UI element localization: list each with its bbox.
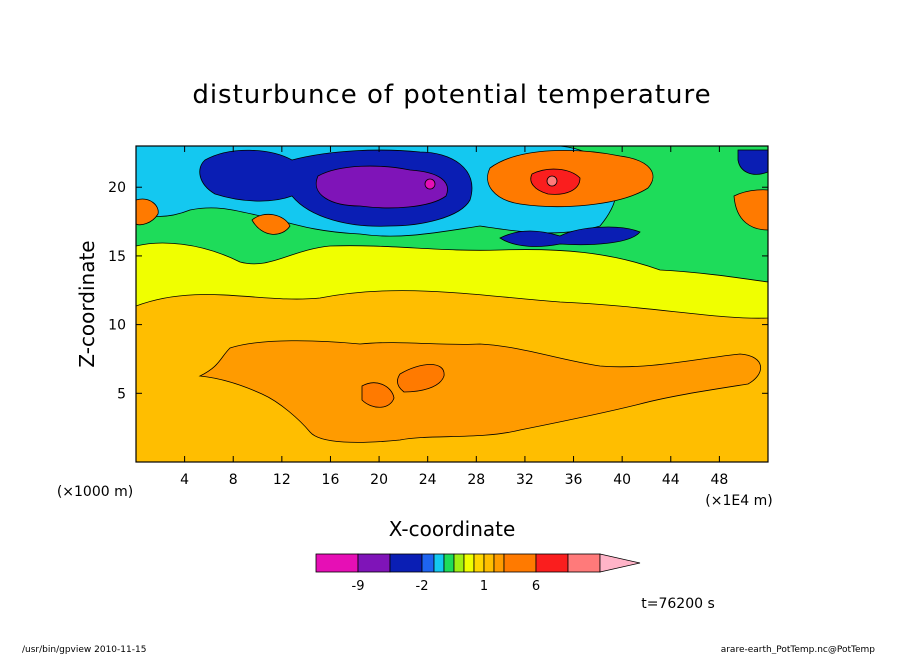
region-deep-blue-core: [315, 165, 448, 209]
colorbar-swatch: [463, 553, 475, 573]
colorbar-extend-arrow: [599, 553, 641, 573]
x-tick-label: 48: [710, 472, 728, 488]
plot-frame: [135, 145, 769, 463]
colorbar-tick-label: -9: [352, 579, 365, 594]
region-lower-core-1: [361, 382, 395, 408]
region-pink-center: [546, 175, 558, 187]
colorbar-tick-label: 1: [480, 579, 488, 594]
region-lower-core-2: [396, 364, 445, 393]
region-purple-center: [424, 178, 436, 190]
colorbar-swatch: [567, 553, 601, 573]
region-right-ridge: [733, 189, 768, 231]
colorbar-swatch: [443, 553, 455, 573]
colorbar-swatch: [315, 553, 359, 573]
x-tick-label: 20: [370, 472, 388, 488]
colorbar-swatch: [483, 553, 495, 573]
x-unit-label: (×1E4 m): [705, 493, 772, 509]
footer-left: /usr/bin/gpview 2010-11-15: [22, 645, 146, 654]
x-tick-label: 40: [613, 472, 631, 488]
region-lower-orange-band: [198, 340, 762, 443]
colorbar-swatch: [453, 553, 465, 573]
time-annotation: t=76200 s: [641, 596, 715, 612]
x-tick-label: 36: [565, 472, 583, 488]
x-tick-label: 28: [467, 472, 485, 488]
x-axis: 4 8 12 16 20 24 28 32 36 40 44 48: [180, 146, 728, 488]
chart-title: disturbunce of potential temperature: [192, 80, 711, 110]
x-tick-label: 8: [229, 472, 238, 488]
y-tick-label: 5: [117, 386, 126, 402]
y-axis: 5 10 15 20: [108, 180, 768, 402]
y-tick-label: 15: [108, 249, 126, 265]
region-left-ridge: [251, 213, 291, 235]
colorbar-swatch: [357, 553, 391, 573]
colorbar-tick-label: -2: [416, 579, 429, 594]
colorbar-swatch: [535, 553, 569, 573]
footer-right: arare-earth_PotTemp.nc@PotTemp: [721, 645, 876, 654]
region-left-ridge: [136, 198, 159, 226]
colorbar-swatch: [421, 553, 435, 573]
colorbar-swatch: [503, 553, 537, 573]
region-blue-trough: [499, 226, 641, 247]
plot-area: [136, 146, 768, 462]
y-unit-label: (×1000 m): [57, 484, 133, 500]
colorbar-swatch: [493, 553, 505, 573]
colorbar-swatch: [433, 553, 445, 573]
y-tick-label: 20: [108, 180, 126, 196]
colorbar-swatch: [473, 553, 485, 573]
x-axis-label: X-coordinate: [389, 517, 516, 541]
colorbar-swatch: [389, 553, 423, 573]
x-tick-label: 12: [273, 472, 291, 488]
x-tick-label: 44: [662, 472, 680, 488]
x-tick-label: 32: [516, 472, 534, 488]
colorbar: -9 -2 1 6: [315, 553, 641, 594]
x-tick-label: 16: [322, 472, 340, 488]
y-tick-label: 10: [108, 318, 126, 334]
colorbar-tick-label: 6: [532, 579, 540, 594]
x-tick-label: 4: [180, 472, 189, 488]
x-tick-label: 24: [419, 472, 437, 488]
y-axis-label: Z-coordinate: [75, 240, 99, 367]
